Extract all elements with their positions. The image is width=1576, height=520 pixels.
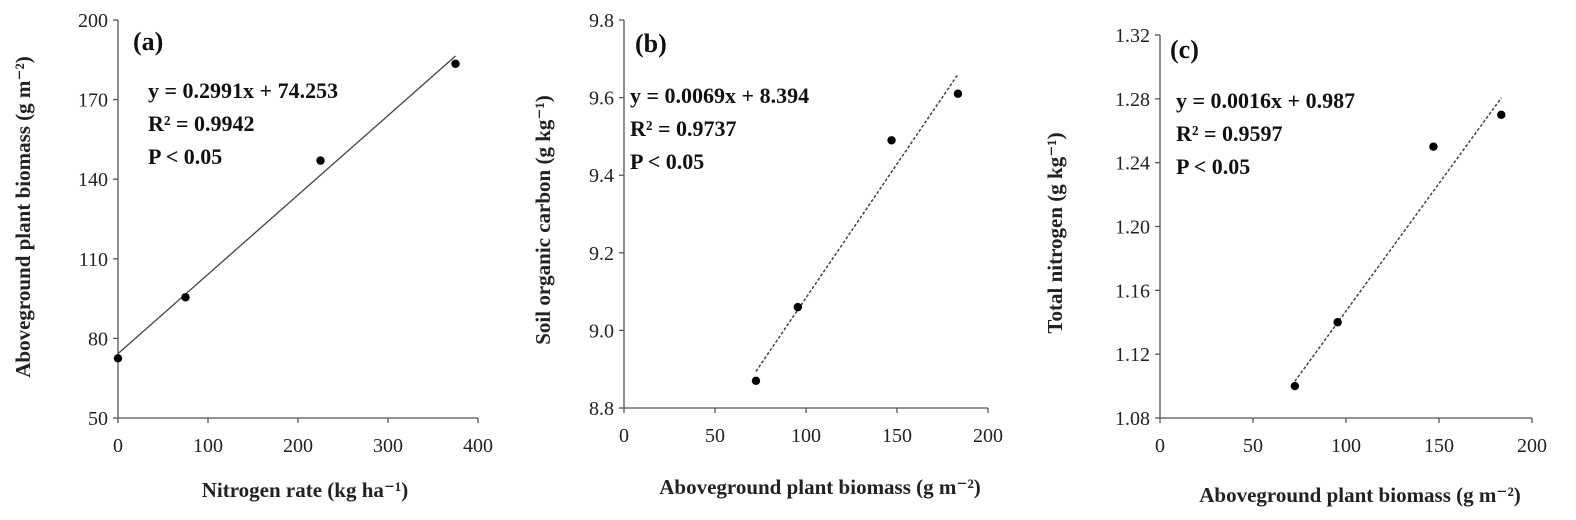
panel-a-ylabel: Aboveground plant biomass (g m⁻²) xyxy=(11,56,35,378)
panel-b-y-tick-label: 9.0 xyxy=(589,320,614,342)
panel-c-y-tick-label: 1.24 xyxy=(1115,153,1150,175)
panel-b: Soil organic carbon (g kg⁻¹) Aboveground… xyxy=(531,10,1003,499)
panel-c-trendline xyxy=(1294,97,1502,382)
panel-a-plot-area: 50 80 110 140 170 200 0 100 200 300 400 xyxy=(78,10,493,457)
panel-c-y-tick-label: 1.08 xyxy=(1115,408,1150,430)
panel-a-data-point xyxy=(451,59,460,68)
panel-c-x-tick-label: 0 xyxy=(1155,435,1165,457)
panel-a-data-point xyxy=(316,156,325,165)
panel-a-y-tick-label: 170 xyxy=(78,90,108,112)
panel-a-xlabel: Nitrogen rate (kg ha⁻¹) xyxy=(202,478,409,502)
panel-a-p-value: P < 0.05 xyxy=(148,144,222,169)
panel-c-x-tick-label: 200 xyxy=(1517,435,1547,457)
panel-a-x-tick-label: 400 xyxy=(463,435,493,457)
panel-c-y-tick-label: 1.28 xyxy=(1115,89,1150,111)
panel-a-r-squared: R² = 0.9942 xyxy=(148,111,255,136)
panel-a: Aboveground plant biomass (g m⁻²) Nitrog… xyxy=(11,10,493,502)
panel-c-y-tick-label: 1.12 xyxy=(1115,344,1150,366)
panel-b-data-point xyxy=(751,376,761,386)
panel-b-plot-area: 8.8 9.0 9.2 9.4 9.6 9.8 0 50 100 150 200 xyxy=(589,10,1003,447)
panel-a-x-tick-label: 100 xyxy=(193,435,223,457)
panel-b-y-tick-label: 9.8 xyxy=(589,10,614,32)
panel-c-xlabel: Aboveground plant biomass (g m⁻²) xyxy=(1199,483,1521,507)
panel-c-plot-area: 1.08 1.12 1.16 1.20 1.24 1.28 1.32 0 50 100 150 200 xyxy=(1115,25,1547,457)
panel-c-data-point xyxy=(1497,110,1506,119)
panel-c-y-tick-label: 1.32 xyxy=(1115,25,1150,47)
panel-a-x-tick-label: 0 xyxy=(113,435,123,457)
panel-a-label: (a) xyxy=(133,27,163,56)
panel-b-x-tick-label: 200 xyxy=(973,425,1003,447)
panel-b-trendline xyxy=(755,73,959,372)
panel-a-y-tick-label: 50 xyxy=(88,408,108,430)
panel-a-y-tick-label: 140 xyxy=(78,169,108,191)
panel-b-x-tick-label: 150 xyxy=(882,425,912,447)
panel-a-x-tick-label: 200 xyxy=(283,435,313,457)
panel-b-label: (b) xyxy=(635,29,667,58)
panel-c-equation: y = 0.0016x + 0.987 xyxy=(1176,88,1355,113)
panel-a-y-tick-label: 110 xyxy=(79,249,108,271)
panel-c-x-tick-label: 150 xyxy=(1424,435,1454,457)
panel-a-trendline xyxy=(117,55,456,355)
panel-a-x-tick-label: 300 xyxy=(373,435,403,457)
panel-c-x-tick-label: 100 xyxy=(1331,435,1361,457)
panel-b-data-point xyxy=(887,136,896,145)
panel-b-ylabel: Soil organic carbon (g kg⁻¹) xyxy=(531,95,555,345)
panel-c-p-value: P < 0.05 xyxy=(1176,154,1250,179)
panel-b-x-tick-label: 100 xyxy=(791,425,821,447)
panel-b-y-tick-label: 9.2 xyxy=(589,243,614,265)
panel-c-r-squared: R² = 0.9597 xyxy=(1176,121,1283,146)
panel-c: Total nitrogen (g kg⁻¹) Aboveground plan… xyxy=(1043,25,1547,507)
panel-b-y-tick-label: 9.6 xyxy=(589,88,614,110)
panel-a-data-point xyxy=(113,354,123,363)
panel-b-x-tick-label: 0 xyxy=(619,425,629,447)
panel-b-xlabel: Aboveground plant biomass (g m⁻²) xyxy=(659,475,981,499)
panel-c-label: (c) xyxy=(1170,35,1199,64)
panel-c-data-point xyxy=(1429,142,1438,151)
panel-b-equation: y = 0.0069x + 8.394 xyxy=(630,83,809,108)
panel-b-y-tick-label: 8.8 xyxy=(589,398,614,420)
panel-b-y-tick-label: 9.4 xyxy=(589,165,614,187)
panel-c-ylabel: Total nitrogen (g kg⁻¹) xyxy=(1043,132,1067,333)
panel-c-data-point xyxy=(1290,381,1300,391)
panel-b-x-tick-label: 50 xyxy=(705,425,725,447)
panel-c-y-tick-label: 1.16 xyxy=(1115,280,1150,302)
panel-c-data-point xyxy=(1333,318,1342,327)
panel-c-y-tick-label: 1.20 xyxy=(1115,217,1150,239)
panel-a-y-tick-label: 200 xyxy=(78,10,108,32)
panel-b-p-value: P < 0.05 xyxy=(630,149,704,174)
panel-b-data-point xyxy=(793,302,803,312)
panel-a-y-tick-label: 80 xyxy=(88,328,108,350)
panel-c-x-tick-label: 50 xyxy=(1243,435,1263,457)
panel-b-data-point xyxy=(953,89,963,98)
panel-a-equation: y = 0.2991x + 74.253 xyxy=(148,78,338,103)
panel-a-data-point xyxy=(181,293,190,302)
panel-b-r-squared: R² = 0.9737 xyxy=(630,116,737,141)
